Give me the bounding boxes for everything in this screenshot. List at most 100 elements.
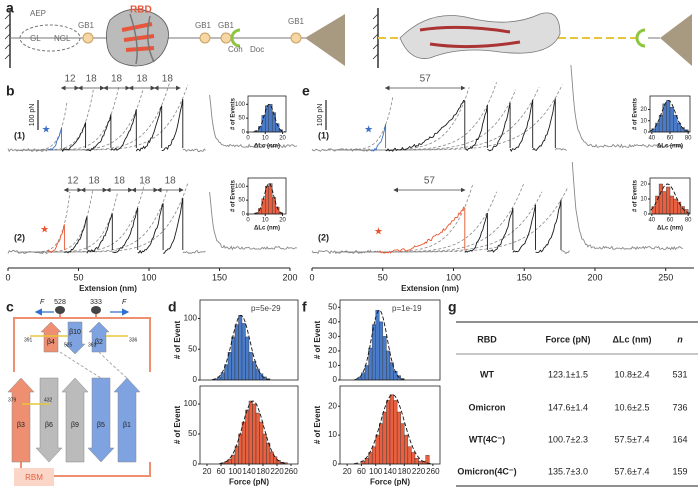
histogram-bar [666,100,671,133]
schematic-label: RBD [130,5,152,16]
x-tick-label: 60 [667,136,674,142]
topology-label: 525 [64,342,73,348]
fit-curve [253,103,286,133]
wlc-fit [16,191,71,253]
histogram-bar [386,350,391,381]
y-axis-label: # of Events [633,179,639,212]
y-tick-label: 0 [644,212,648,218]
histogram-bar [255,412,260,465]
y-tick-label: 10 [328,430,337,439]
x-tick-label: 20 [279,136,286,142]
force-trace [64,216,88,254]
histogram-bar [248,352,253,381]
x-tick-label: 200 [282,272,297,282]
x-tick-label: 220 [412,467,426,476]
table-cell: 135.7±3.0 [548,466,588,476]
x-tick-label: 80 [685,136,692,142]
topology-label: β3 [17,422,25,429]
y-tick-label: 10 [328,361,337,370]
x-tick-label: 80 [685,218,692,224]
y-tick-label: 20 [328,346,337,355]
wlc-fit [16,102,68,151]
x-tick-label: 220 [270,467,284,476]
histogram-bar [268,183,273,215]
histogram-bar [382,411,387,465]
histogram-bar [411,452,416,465]
force-trace [371,124,387,152]
x-tick-label: 40 [648,218,655,224]
histogram-bar [357,376,362,381]
histogram-bar [375,309,380,381]
trace-label: (2) [318,232,329,242]
contour-label: 18 [111,74,123,85]
x-tick-label: 50 [73,272,83,282]
histogram-bar [658,183,663,215]
force-trace [535,199,562,253]
y-tick-label: 50 [238,116,245,122]
x-tick-label: 140 [242,467,256,476]
force-trace [487,102,511,152]
event-star: ★ [364,125,373,136]
fit-curve [211,314,270,381]
histogram-bar [241,323,246,381]
y-tick-label: 20 [640,107,647,113]
y-axis-label: # of Events [633,97,639,130]
wlc-fit [19,188,94,253]
force-trace [385,99,466,152]
y-tick-label: 0 [644,130,648,136]
histogram-bar [651,206,656,215]
histogram-bar [234,324,239,381]
p-value: p=5e-29 [251,304,281,313]
retraction-trace [209,94,298,149]
histogram-bar [273,456,278,465]
x-tick-label: 50 [378,272,388,282]
x-tick-label: 20 [279,218,286,224]
table-header: Force (pN) [546,334,591,344]
schematic-label: GB1 [195,21,212,30]
histogram-bar [666,186,671,215]
histogram-bar [364,365,369,381]
force-trace [85,114,112,152]
topology-label: β10 [69,329,81,336]
topology-label: RBM [25,473,43,482]
force-trace [532,98,556,151]
scale-bar-label: 100 pN [317,104,324,127]
table-cell: 10.6±2.5 [615,402,650,412]
table-cell: 100.7±2.3 [548,434,588,444]
histogram-bar [396,411,401,465]
x-tick-label: 180 [398,467,412,476]
histogram-bar [662,191,667,215]
table-cell: 736 [672,402,687,412]
axes-frame [339,299,441,381]
histogram-bar [252,361,257,381]
table-cell: WT(4C⁻) [469,434,505,444]
histogram-bar [375,434,380,465]
force-trace [135,105,163,152]
force-trace [112,207,139,254]
y-tick-label: 0 [193,375,198,384]
force-trace [512,204,536,253]
force-trace [61,122,87,153]
wlc-fit [334,87,470,151]
y-tick-label: 50 [188,429,197,438]
x-tick-label: 60 [357,467,366,476]
histogram-bar [684,209,689,215]
histogram-bar [371,446,376,465]
wlc-fit [323,96,394,151]
retraction-trace [570,64,684,149]
x-axis-label: Force (pN) [370,478,410,487]
x-tick-label: 40 [648,136,655,142]
x-tick-label: 0 [309,272,314,282]
panel-label: g [448,299,457,315]
table-header: RBD [477,334,497,344]
force-trace [560,250,570,255]
topology-label: 432 [44,397,53,403]
axes-frame [199,299,299,381]
histogram-bar [389,394,394,465]
wlc-fit [34,182,189,253]
histogram-bar [393,400,398,465]
y-tick-label: 20 [640,182,647,188]
table-cell: 147.6±1.4 [548,402,588,412]
p-value: p=1e-19 [392,304,422,313]
table-header: n [677,334,683,344]
